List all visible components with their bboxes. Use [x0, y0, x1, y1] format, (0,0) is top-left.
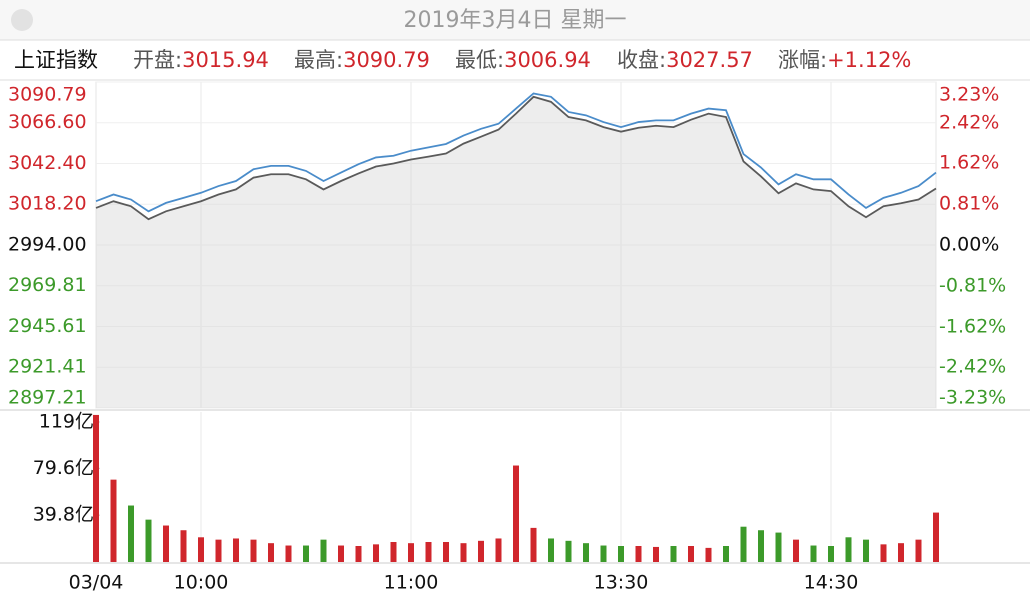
y2-tick-label: -0.81% — [939, 274, 1006, 296]
quote-item: 最低:3006.94 — [455, 48, 591, 72]
quote-item: 收盘:3027.57 — [617, 48, 753, 72]
volume-bar — [373, 544, 379, 562]
volume-bar — [723, 546, 729, 562]
volume-bar — [600, 545, 607, 562]
volume-bar — [303, 545, 309, 562]
index-name: 上证指数 — [14, 48, 98, 72]
volume-bar — [845, 537, 852, 562]
quote-label: 涨幅: — [778, 48, 827, 72]
header-bar — [0, 0, 1030, 40]
y-tick-label: 3042.40 — [8, 152, 87, 174]
volume-bar — [758, 530, 764, 562]
quote-item: 涨幅:+1.12% — [778, 48, 911, 72]
volume-bar — [635, 546, 642, 562]
volume-bar — [128, 505, 134, 562]
volume-bar — [495, 538, 502, 562]
volume-bar — [233, 538, 239, 562]
x-tick-label: 03/04 — [69, 572, 124, 594]
date: 2019年3月4日 星期一 — [404, 8, 627, 33]
y2-tick-label: 0.00% — [939, 234, 999, 256]
y2-tick-label: 2.42% — [939, 111, 999, 133]
volume-bar — [390, 542, 397, 562]
y2-tick-label: -2.42% — [939, 356, 1006, 378]
quote-value: 3015.94 — [182, 48, 269, 72]
volume-bar — [880, 544, 887, 562]
volume-bar — [793, 539, 799, 562]
volume-bar — [618, 546, 624, 562]
volume-bar — [688, 546, 694, 562]
volume-bar — [810, 545, 817, 562]
y-tick-label: 2921.41 — [8, 356, 87, 378]
quote-item: 开盘:3015.94 — [133, 48, 269, 72]
quote-label: 最低: — [455, 48, 504, 72]
area-fill — [96, 96, 936, 409]
volume-bar — [443, 542, 449, 562]
quote-item: 最高:3090.79 — [294, 48, 430, 72]
volume-bar — [460, 543, 467, 562]
volume-bar — [268, 543, 274, 562]
volume-bar — [93, 414, 99, 562]
volume-bar — [653, 546, 659, 562]
volume-tick-label: 119亿 — [39, 411, 94, 433]
volume-bar — [740, 526, 747, 562]
y2-tick-label: 3.23% — [939, 84, 999, 106]
quote-label: 最高: — [294, 48, 343, 72]
y2-tick-label: -1.62% — [939, 315, 1006, 337]
volume-bar — [163, 525, 169, 562]
volume-bar — [863, 539, 869, 562]
volume-bar — [705, 547, 712, 562]
y2-tick-label: 1.62% — [939, 152, 999, 174]
quote-value: 3027.57 — [666, 48, 753, 72]
volume-bar — [530, 527, 537, 562]
volume-bar — [338, 545, 344, 562]
volume-tick-label: 79.6亿 — [33, 457, 94, 479]
volume-bar — [898, 543, 904, 562]
volume-bar — [670, 546, 677, 562]
x-tick-label: 10:00 — [174, 572, 229, 594]
quote-value: 3090.79 — [343, 48, 430, 72]
x-tick-label: 11:00 — [384, 572, 439, 594]
volume-bar — [548, 538, 554, 562]
volume-bar — [583, 543, 589, 562]
quote-items: 开盘:3015.94 最高:3090.79 最低:3006.94 收盘:3027.57… — [133, 48, 911, 72]
x-tick-label: 14:30 — [804, 572, 859, 594]
volume-bar — [775, 532, 782, 562]
volume-bar — [565, 540, 572, 562]
volume-bar — [425, 542, 432, 562]
y-tick-label: 2969.81 — [8, 274, 87, 296]
volume-bar — [408, 543, 414, 562]
y2-tick-label: -3.23% — [939, 387, 1006, 409]
volume-bar — [320, 539, 327, 562]
volume-bar — [915, 539, 922, 562]
y2-tick-label: 0.81% — [939, 193, 999, 215]
volume-bar — [215, 539, 222, 562]
quote-value: 3006.94 — [504, 48, 591, 72]
volume-bar — [933, 512, 939, 562]
price-line — [95, 95, 937, 221]
volume-bar — [478, 540, 484, 562]
volume-bar — [180, 530, 187, 562]
volume-bar — [828, 546, 834, 562]
y-tick-label: 3018.20 — [8, 193, 87, 215]
quote-value: +1.12% — [827, 48, 911, 72]
volume-bar — [198, 537, 204, 562]
volume-bar — [145, 519, 152, 562]
volume-bar — [355, 546, 362, 562]
x-tick-label: 13:30 — [594, 572, 649, 594]
quote-label: 开盘: — [133, 48, 182, 72]
y-tick-label: 2994.00 — [8, 234, 87, 256]
volume-bar — [110, 479, 117, 562]
y-tick-label: 3090.79 — [8, 84, 87, 106]
volume-tick-label: 39.8亿 — [33, 504, 94, 526]
y-tick-label: 2945.61 — [8, 315, 87, 337]
close-button[interactable] — [11, 9, 33, 31]
volume-bar — [513, 465, 519, 562]
quote-label: 收盘: — [617, 48, 666, 72]
y-tick-label: 3066.60 — [8, 111, 87, 133]
volume-bar — [285, 545, 292, 562]
volume-bar — [250, 539, 257, 562]
price-line — [95, 92, 937, 213]
y-tick-label: 2897.21 — [8, 387, 87, 409]
